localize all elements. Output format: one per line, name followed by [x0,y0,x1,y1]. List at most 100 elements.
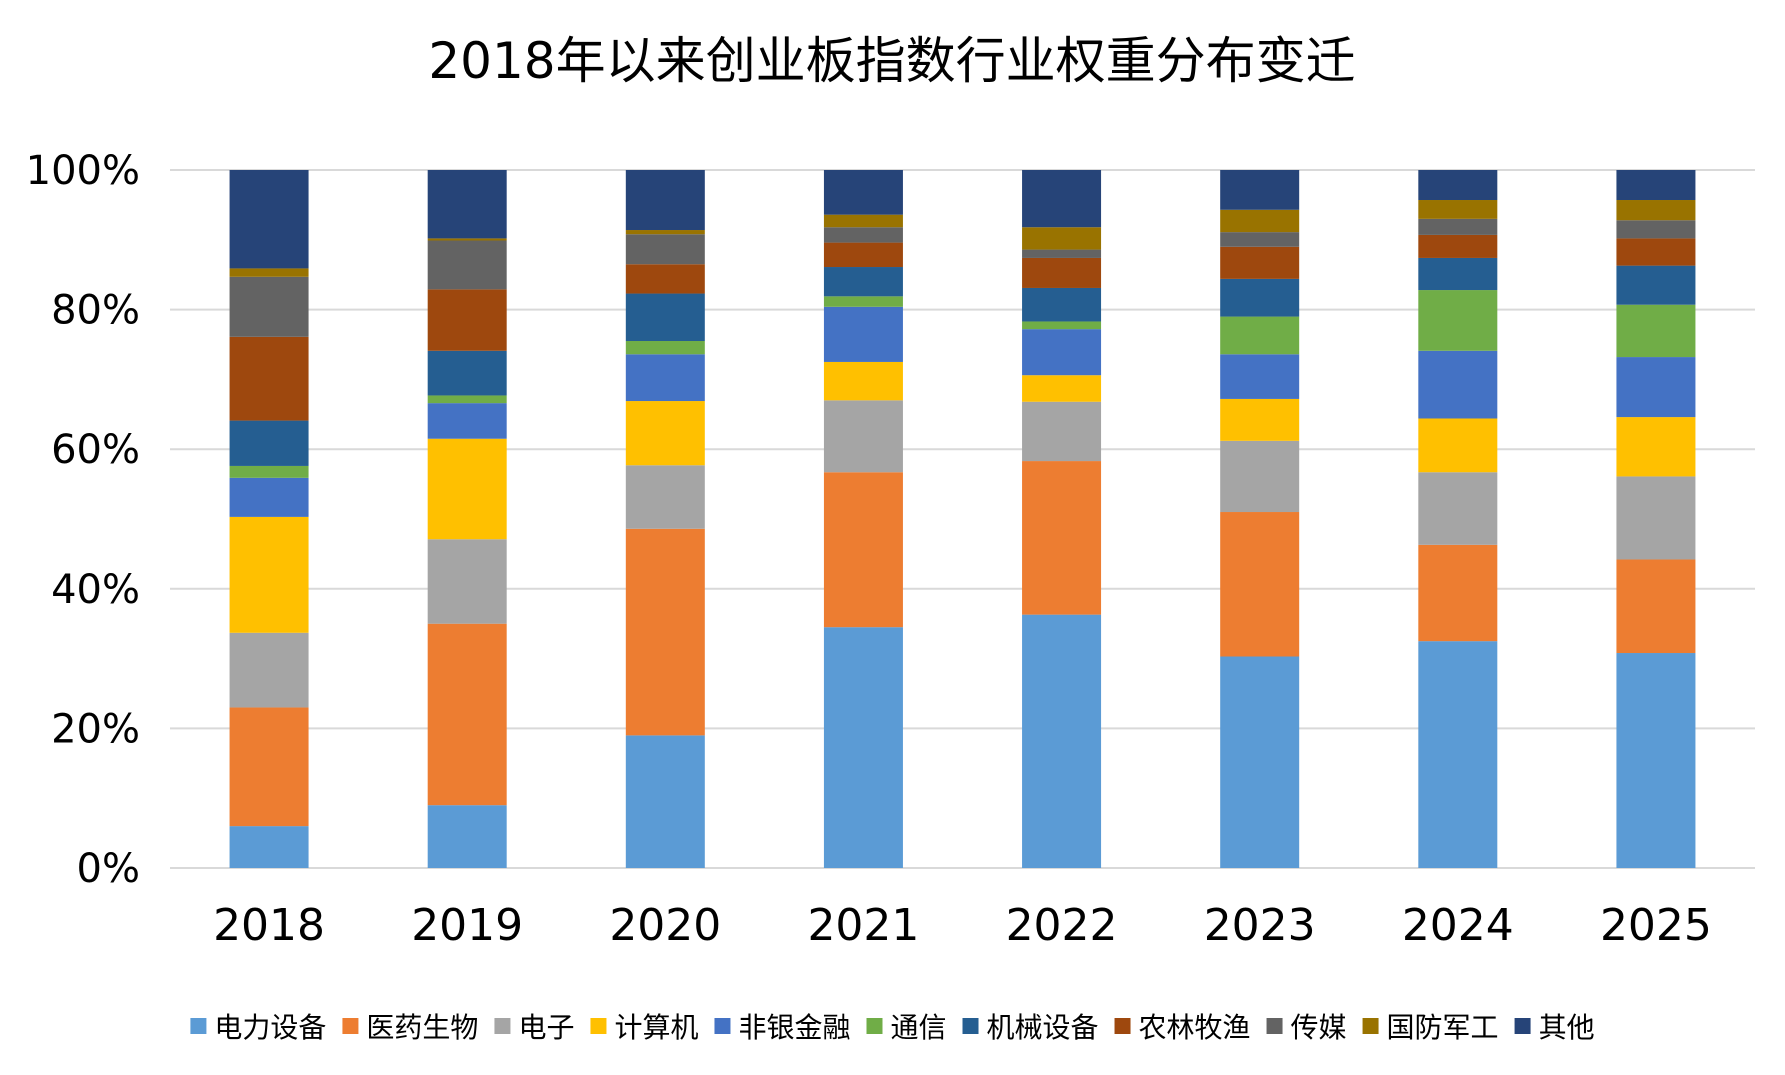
legend-item: 医药生物 [342,1011,478,1044]
bar-segment [625,170,705,231]
y-tick-label: 0% [77,846,140,892]
bar-segment [1418,350,1498,419]
bar-segment [229,632,309,708]
bar-segment [823,627,903,868]
legend-label: 传媒 [1291,1011,1347,1044]
bar-segment [1220,170,1300,210]
bar-segment [1616,653,1696,868]
bar-segment [1418,170,1498,201]
bar-segment [625,264,705,294]
bar-segment [229,826,309,868]
bar-segment [1418,472,1498,545]
bar-segment [427,438,507,540]
legend-label: 非银金融 [738,1011,850,1044]
bar-segment [823,170,903,215]
legend-item: 农林牧渔 [1114,1011,1251,1044]
legend-label: 通信 [890,1011,946,1044]
legend-swatch [714,1018,731,1034]
bar-segment [625,528,705,736]
legend-swatch [1266,1018,1283,1034]
legend-swatch [190,1018,207,1034]
bar-segment [1022,170,1102,228]
bar-segment [1220,398,1300,441]
bar-stack-2024 [1418,170,1498,868]
bar-segment [1022,321,1102,330]
bar-stack-2021 [823,170,903,868]
legend-swatch [962,1018,979,1034]
bar-segment [229,707,309,827]
bar-segment [229,516,309,633]
bar-segment [427,240,507,290]
bar-segment [1022,461,1102,615]
legend-swatch [342,1018,359,1034]
bar-segment [823,296,903,307]
y-tick-label: 20% [51,706,140,752]
bar-segment [1022,257,1102,288]
legend-label: 国防军工 [1387,1011,1499,1044]
bar-segment [427,623,507,806]
x-tick-label: 2019 [411,900,523,951]
bar-segment [625,230,705,235]
bar-stack-2023 [1220,170,1300,868]
bar-segment [427,805,507,868]
bar-segment [1616,220,1696,239]
legend-swatch [1114,1018,1131,1034]
bar-segment [229,276,309,337]
gridlines [170,169,1755,869]
bar-segment [823,361,903,401]
bar-segment [229,420,309,466]
y-tick-label: 100% [26,148,140,194]
bar-segment [427,238,507,241]
legend-swatch [1362,1018,1379,1034]
legend-swatch [866,1018,883,1034]
bar-stack-2022 [1022,170,1102,868]
bar-segment [1022,401,1102,462]
bar-segment [625,293,705,342]
chart-title: 2018年以来创业板指数行业权重分布变迁 [428,32,1355,90]
bar-segment [1220,512,1300,657]
bar-segment [229,465,309,478]
legend-label: 电子 [518,1011,574,1044]
legend-item: 其他 [1514,1011,1595,1044]
bar-segment [1418,218,1498,235]
legend-label: 电力设备 [214,1011,326,1044]
bar-segment [229,268,309,277]
bar-segment [1418,418,1498,473]
bar-segment [625,354,705,402]
legend-label: 计算机 [614,1011,698,1044]
legend-label: 其他 [1539,1011,1595,1044]
bar-segment [1616,417,1696,477]
bar-segment [1220,246,1300,279]
legend-item: 机械设备 [962,1011,1099,1044]
bar-segment [1616,304,1696,358]
legend-label: 机械设备 [987,1011,1099,1044]
bar-stack-2019 [427,170,507,868]
legend-item: 传媒 [1266,1011,1347,1044]
bar-segment [1418,641,1498,868]
legend-item: 国防军工 [1362,1011,1499,1044]
x-tick-label: 2021 [807,900,919,951]
legend: 电力设备 医药生物 电子 计算机 非银金融 通信 机械设备 农林牧渔 传媒 国防军工 其他 [190,1011,1595,1044]
bar-segment [1418,544,1498,642]
bar-segment [1616,265,1696,305]
legend-item: 通信 [866,1011,947,1044]
legend-label: 医药生物 [366,1011,478,1044]
bar-segment [1220,232,1300,247]
x-tick-label: 2023 [1204,900,1316,951]
legend-swatch [590,1018,607,1034]
bar-segment [1616,476,1696,560]
bar-segment [427,350,507,396]
legend-swatch [1514,1018,1531,1034]
bar-segment [625,465,705,529]
x-tick-label: 2025 [1600,900,1712,951]
bar-segment [1220,656,1300,868]
bar-segment [1418,257,1498,291]
bar-segment [427,170,507,239]
legend-item: 非银金融 [714,1011,850,1044]
legend-item: 电子 [494,1011,574,1044]
bar-segment [427,289,507,351]
bar-segment [1616,200,1696,221]
bar-segment [1616,170,1696,201]
